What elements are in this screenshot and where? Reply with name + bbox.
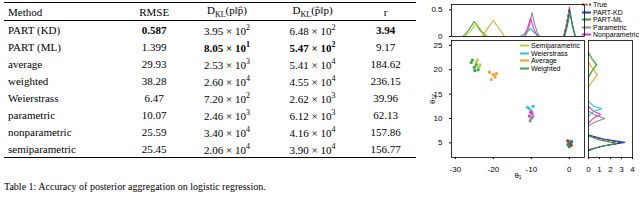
html-text:semiparametric: semiparametric [8,142,76,155]
svg-text:θ₁: θ₁ [514,171,521,180]
html-text:38.28: 38.28 [141,74,167,87]
html-text:4: 4 [331,73,336,83]
html-text:25.59: 25.59 [141,125,167,138]
html-text:Weighted: Weighted [531,64,561,72]
html-text:4: 4 [246,124,250,134]
html-text:5.47 × 10: 5.47 × 10 [289,41,332,54]
html-text:8.05 × 10: 8.05 × 10 [204,41,246,54]
html-text:DKL(p̂‖p): DKL(p̂‖p) [292,4,333,20]
html-text:4.16 × 10: 4.16 × 10 [289,126,332,139]
html-text:156.77: 156.77 [370,142,401,155]
html-text:1: 1 [246,39,250,49]
html-text:parametric: parametric [8,108,55,121]
html-text:3: 3 [246,107,250,117]
html-text:3.95 × 10: 3.95 × 10 [204,24,246,37]
html-text:2.46 × 10: 2.46 × 10 [204,109,246,122]
svg-text:15: 15 [433,89,443,99]
svg-text:3: 3 [619,165,624,174]
html-text:Parametric: Parametric [593,23,627,31]
html-text:9.17: 9.17 [376,40,396,53]
html-text:2: 2 [246,90,250,100]
html-text:4: 4 [246,141,250,151]
html-text:2.62 × 10: 2.62 × 10 [289,92,332,105]
html-text:2.60 × 10: 2.60 × 10 [204,75,246,88]
svg-text:0.5: 0.5 [431,5,443,14]
svg-text:25: 25 [434,41,443,50]
html-text:average: average [8,57,43,70]
html-text:7.20 × 10: 7.20 × 10 [204,92,246,105]
html-text:3.40 × 10: 3.40 × 10 [204,126,246,139]
svg-text:-20: -20 [488,165,500,174]
html-text:4: 4 [246,73,250,83]
html-text:236.15: 236.15 [370,74,401,87]
html-text:weighted: weighted [8,74,49,87]
html-text:PART (ML): PART (ML) [8,40,61,53]
html-text:r: r [383,5,388,18]
svg-text:θ₁₇: θ₁₇ [428,94,437,104]
html-text:3.90 × 10: 3.90 × 10 [289,143,332,156]
html-text:4: 4 [331,141,336,151]
html-text:Nonparametric: Nonparametric [593,31,639,38]
html-text:DKL(p‖p̂): DKL(p‖p̂) [207,4,247,20]
svg-text:-10: -10 [526,165,538,174]
svg-text:0: 0 [586,165,591,174]
html-text:4.55 × 10: 4.55 × 10 [289,75,332,88]
html-text:4: 4 [331,56,336,66]
html-text:True: True [593,1,608,8]
html-text:2: 2 [331,39,336,49]
html-text:3.94: 3.94 [376,23,396,36]
svg-text:10: 10 [434,114,443,123]
html-text:RMSE: RMSE [139,5,170,18]
html-text:184.62: 184.62 [370,57,401,70]
svg-text:1: 1 [597,165,602,174]
html-text:2.53 × 10: 2.53 × 10 [204,58,246,71]
html-text:Semiparametric: Semiparametric [531,42,580,49]
html-text:Method: Method [8,5,43,18]
html-text:0.587: 0.587 [141,23,167,36]
svg-text:-30: -30 [450,165,462,174]
html-text:1.399: 1.399 [141,40,167,53]
html-text:nonparametric: nonparametric [8,125,72,138]
html-text:3: 3 [331,107,336,117]
svg-text:20: 20 [434,65,443,74]
html-text:4: 4 [331,124,336,134]
html-text:PART (KD): PART (KD) [8,23,61,36]
svg-text:4: 4 [630,165,635,174]
html-text:6.48 × 10: 6.48 × 10 [289,24,332,37]
html-text:2: 2 [246,22,250,32]
html-text:Table 1: Accuracy of posterior: Table 1: Accuracy of posterior aggregati… [4,181,266,192]
svg-text:0: 0 [567,165,572,174]
html-text:PART-KD: PART-KD [593,8,623,16]
html-text:62.13: 62.13 [373,108,399,121]
html-text:29.93: 29.93 [141,57,167,70]
html-text:Weierstrass: Weierstrass [531,49,568,57]
html-text:2: 2 [331,22,336,32]
html-text:39.96: 39.96 [373,91,399,104]
html-text:10.07: 10.07 [141,108,167,121]
html-text:5.41 × 10: 5.41 × 10 [289,58,332,71]
svg-text:2: 2 [608,165,613,174]
html-text:6.12 × 10: 6.12 × 10 [289,109,332,122]
html-text:Weierstrass: Weierstrass [8,91,59,104]
html-text:6.47: 6.47 [144,91,164,104]
html-text:Average: Average [531,57,557,64]
html-text:2.06 × 10: 2.06 × 10 [204,143,246,156]
svg-text:0: 0 [438,32,443,41]
svg-text:5: 5 [438,138,443,147]
html-text:3: 3 [331,90,336,100]
html-text:157.86: 157.86 [370,125,401,138]
html-text:25.45: 25.45 [141,142,167,155]
html-text:3: 3 [246,56,250,66]
html-text:PART-ML: PART-ML [593,16,623,23]
